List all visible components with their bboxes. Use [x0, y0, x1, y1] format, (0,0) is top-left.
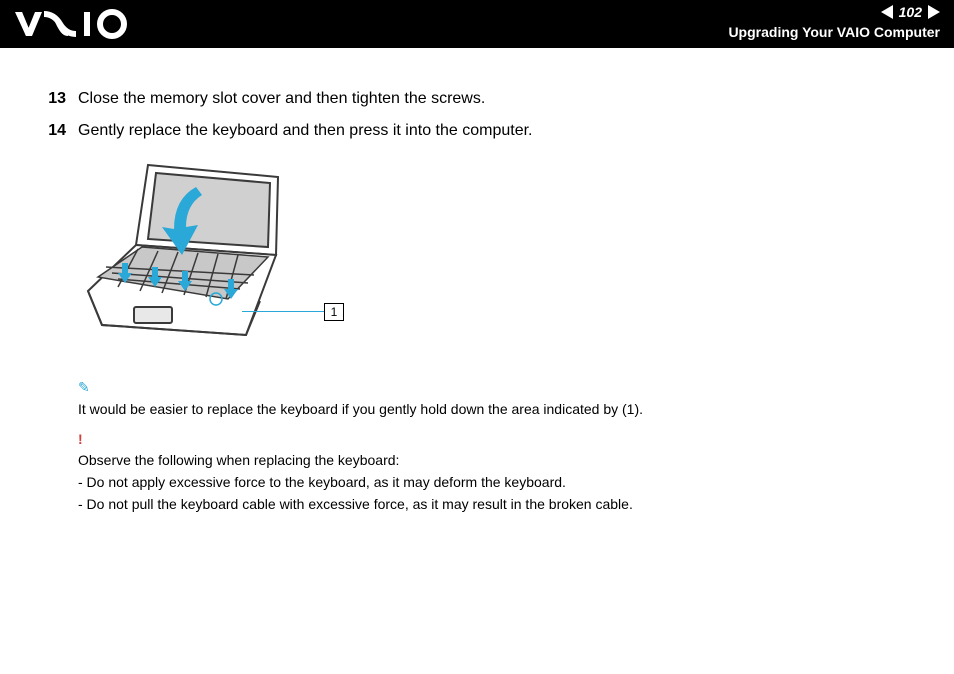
page-number: 102	[899, 4, 922, 20]
prev-page-arrow-icon[interactable]	[881, 5, 893, 19]
exclamation-icon: !	[78, 431, 83, 447]
caution-item-2: - Do not pull the keyboard cable with ex…	[78, 496, 633, 512]
vaio-logo	[14, 8, 134, 45]
pencil-icon: ✎	[78, 379, 90, 395]
header-bar: 102 Upgrading Your VAIO Computer	[0, 0, 954, 48]
page-navigator: 102	[881, 4, 940, 20]
step-14: 14 Gently replace the keyboard and then …	[24, 120, 930, 142]
next-page-arrow-icon[interactable]	[928, 5, 940, 19]
step-number: 14	[24, 120, 78, 142]
step-13: 13 Close the memory slot cover and then …	[24, 88, 930, 110]
caution-lead: Observe the following when replacing the…	[78, 452, 399, 468]
tip-block: ✎ It would be easier to replace the keyb…	[78, 377, 930, 420]
callout-line	[242, 311, 324, 312]
step-text: Close the memory slot cover and then tig…	[78, 88, 485, 110]
keyboard-replace-illustration: 1	[78, 159, 338, 359]
callout-label-1: 1	[324, 303, 344, 321]
step-number: 13	[24, 88, 78, 110]
caution-block: ! Observe the following when replacing t…	[78, 429, 930, 516]
page-content: 13 Close the memory slot cover and then …	[0, 48, 954, 515]
section-title: Upgrading Your VAIO Computer	[728, 24, 940, 40]
caution-item-1: - Do not apply excessive force to the ke…	[78, 474, 566, 490]
tip-text: It would be easier to replace the keyboa…	[78, 401, 643, 417]
notes-area: ✎ It would be easier to replace the keyb…	[78, 377, 930, 515]
step-text: Gently replace the keyboard and then pre…	[78, 120, 533, 142]
